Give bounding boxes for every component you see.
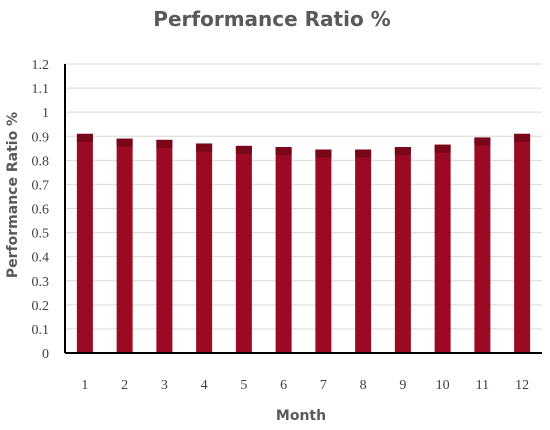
x-tick-label: 5 xyxy=(240,378,247,393)
bar-cap-month-6 xyxy=(275,147,292,156)
y-tick-label: 0.3 xyxy=(32,275,50,290)
y-tick-label: 1.1 xyxy=(32,82,50,97)
y-tick-label: 1.2 xyxy=(32,58,50,73)
x-tick-label: 7 xyxy=(320,378,327,393)
bar-month-2 xyxy=(116,138,133,353)
bar-cap-month-5 xyxy=(235,145,252,154)
bar-month-1 xyxy=(76,133,93,353)
bar-month-7 xyxy=(315,149,332,353)
bar-month-12 xyxy=(514,133,531,353)
bar-month-11 xyxy=(474,137,491,353)
y-tick-label: 0.9 xyxy=(32,130,50,145)
bar-month-9 xyxy=(394,147,411,353)
bar-cap-month-4 xyxy=(196,143,213,152)
bar-cap-month-2 xyxy=(116,138,133,147)
x-tick-label: 10 xyxy=(436,378,450,393)
y-axis-ticks: 0 0.1 0.2 0.3 0.4 0.5 0.6 0.7 0.8 0.9 1 1.1 1.2 xyxy=(32,58,50,362)
x-axis-ticks: 1 2 3 4 5 6 7 8 9 10 11 12 xyxy=(81,378,529,393)
y-tick-label: 0.8 xyxy=(32,154,50,169)
bar-cap-month-7 xyxy=(315,149,332,158)
bar-cap-month-8 xyxy=(355,149,372,158)
bar-cap-month-11 xyxy=(474,137,491,146)
x-axis-label: Month xyxy=(276,408,326,424)
bar-month-5 xyxy=(235,145,252,353)
y-tick-label: 0.7 xyxy=(32,178,50,193)
bar-cap-month-9 xyxy=(394,147,411,156)
bar-series xyxy=(76,133,531,353)
y-tick-label: 0.1 xyxy=(32,323,50,338)
x-tick-label: 4 xyxy=(201,378,208,393)
bar-cap-month-12 xyxy=(514,133,531,142)
bar-cap-month-10 xyxy=(434,144,451,153)
x-tick-label: 12 xyxy=(515,378,529,393)
x-tick-label: 2 xyxy=(121,378,128,393)
y-tick-label: 0.6 xyxy=(32,203,50,218)
gridlines xyxy=(65,63,542,330)
x-tick-label: 9 xyxy=(399,378,406,393)
bar-cap-month-1 xyxy=(76,133,93,142)
y-tick-label: 0.5 xyxy=(32,227,50,242)
y-axis-label: Performance Ratio % xyxy=(5,112,21,278)
y-tick-label: 0.2 xyxy=(32,299,50,314)
x-tick-label: 3 xyxy=(161,378,168,393)
x-tick-label: 8 xyxy=(360,378,367,393)
x-tick-label: 6 xyxy=(280,378,287,393)
bar-month-10 xyxy=(434,144,451,353)
x-tick-label: 1 xyxy=(81,378,88,393)
y-tick-label: 1 xyxy=(42,106,49,121)
y-tick-label: 0 xyxy=(42,347,49,362)
bar-month-3 xyxy=(156,139,173,353)
x-tick-label: 11 xyxy=(476,378,489,393)
y-tick-label: 0.4 xyxy=(32,251,50,266)
chart-title: Performance Ratio % xyxy=(153,7,390,31)
bar-month-8 xyxy=(355,149,372,353)
bar-month-4 xyxy=(196,143,213,353)
bar-month-6 xyxy=(275,147,292,353)
bar-cap-month-3 xyxy=(156,139,173,148)
